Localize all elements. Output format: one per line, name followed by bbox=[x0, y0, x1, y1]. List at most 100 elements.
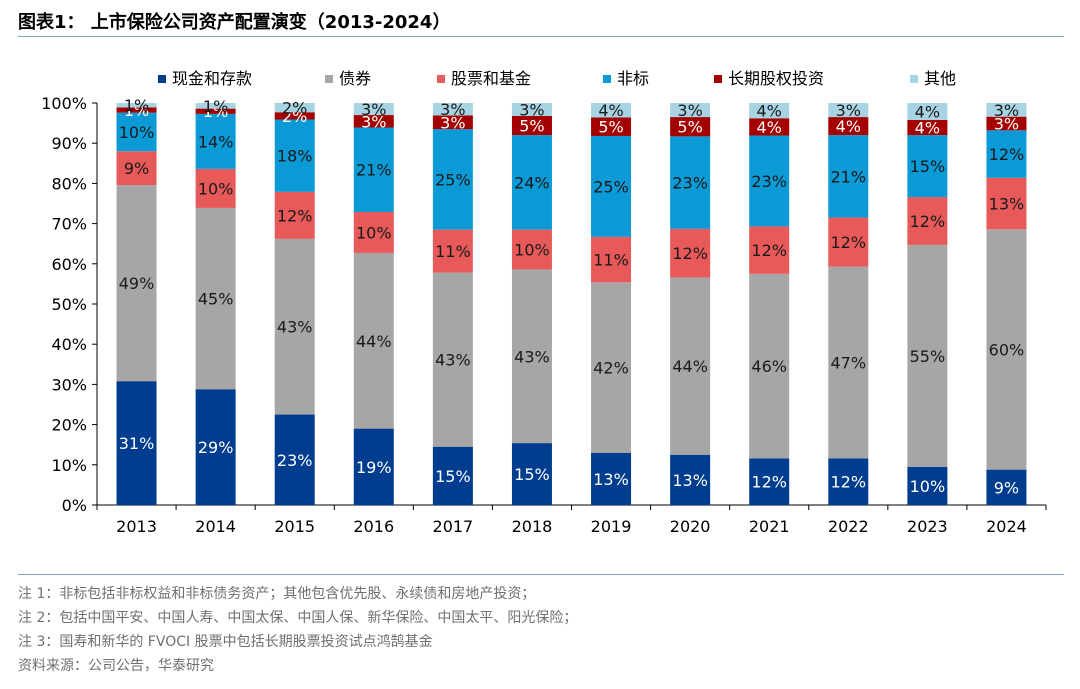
bar-segment-2014-1 bbox=[195, 207, 236, 390]
data-label-2015-2: 12% bbox=[277, 206, 313, 225]
y-tick-label-9: 90% bbox=[51, 134, 87, 153]
data-label-2016-0: 19% bbox=[356, 458, 392, 477]
bar-segment-2014-5 bbox=[195, 103, 236, 109]
bar-segment-2013-4 bbox=[116, 107, 157, 113]
bar-segment-2022-0 bbox=[828, 458, 869, 505]
data-label-2018-4: 5% bbox=[519, 117, 544, 136]
x-tick-label-2019: 2019 bbox=[591, 517, 632, 536]
data-label-2024-3: 12% bbox=[989, 145, 1025, 164]
x-tick-label-2017: 2017 bbox=[433, 517, 474, 536]
legend-label-3: 非标 bbox=[617, 69, 649, 88]
bar-segment-2013-2 bbox=[116, 151, 157, 186]
y-tick-label-8: 80% bbox=[51, 174, 87, 193]
data-label-2013-2: 9% bbox=[124, 159, 149, 178]
bar-segment-2019-1 bbox=[591, 282, 632, 453]
bar-segment-2018-1 bbox=[511, 269, 552, 444]
footnote-divider bbox=[18, 574, 1064, 575]
bar-segment-2014-3 bbox=[195, 113, 236, 169]
y-tick-label-3: 30% bbox=[51, 375, 87, 394]
x-tick-label-2024: 2024 bbox=[986, 517, 1027, 536]
bar-segment-2023-4 bbox=[907, 119, 948, 136]
x-tick-label-2014: 2014 bbox=[195, 517, 236, 536]
x-tick-label-2020: 2020 bbox=[670, 517, 711, 536]
data-label-2014-1: 45% bbox=[198, 290, 234, 309]
data-label-2020-0: 13% bbox=[672, 471, 708, 490]
bar-segment-2020-5 bbox=[670, 103, 711, 118]
title-divider bbox=[18, 36, 1064, 37]
data-label-2023-3: 15% bbox=[910, 157, 946, 176]
bar-segment-2013-5 bbox=[116, 103, 157, 108]
source-note: 资料来源：公司公告，华泰研究 bbox=[18, 658, 214, 674]
bar-segment-2013-0 bbox=[116, 381, 157, 505]
data-label-2024-0: 9% bbox=[994, 478, 1019, 497]
data-label-2020-5: 3% bbox=[677, 101, 702, 120]
bar-segment-2014-2 bbox=[195, 168, 236, 208]
data-label-2019-3: 25% bbox=[593, 177, 629, 196]
bar-segment-2016-4 bbox=[353, 115, 394, 128]
data-label-2023-2: 12% bbox=[910, 212, 946, 231]
bar-segment-2018-2 bbox=[511, 229, 552, 270]
x-tick-label-2018: 2018 bbox=[512, 517, 553, 536]
data-label-2022-3: 21% bbox=[831, 167, 867, 186]
data-label-2016-3: 21% bbox=[356, 161, 392, 180]
data-label-2015-5: 2% bbox=[282, 99, 307, 118]
footnote-2: 注 2：包括中国平安、中国人寿、中国太保、中国人保、新华保险、中国太平、阳光保险… bbox=[18, 610, 578, 626]
bar-segment-2017-0 bbox=[432, 446, 473, 505]
bar-segment-2023-1 bbox=[907, 244, 948, 467]
data-label-2024-2: 13% bbox=[989, 195, 1025, 214]
data-label-2014-2: 10% bbox=[198, 179, 234, 198]
bar-segment-2020-4 bbox=[670, 117, 711, 137]
data-label-2014-3: 14% bbox=[198, 132, 234, 151]
y-tick-label-2: 20% bbox=[51, 416, 87, 435]
data-label-2019-0: 13% bbox=[593, 470, 629, 489]
data-label-2020-2: 12% bbox=[672, 244, 708, 263]
data-label-2022-2: 12% bbox=[831, 233, 867, 252]
bar-segment-2014-0 bbox=[195, 389, 236, 505]
data-label-2021-5: 4% bbox=[757, 102, 782, 121]
bar-segment-2021-1 bbox=[749, 273, 790, 459]
data-label-2016-2: 10% bbox=[356, 223, 392, 242]
bar-segment-2020-2 bbox=[670, 228, 711, 278]
bar-segment-2023-5 bbox=[907, 103, 948, 120]
data-label-2020-3: 23% bbox=[672, 174, 708, 193]
bar-segment-2015-4 bbox=[274, 112, 315, 120]
bar-segment-2019-5 bbox=[591, 103, 632, 118]
y-tick-label-7: 70% bbox=[51, 215, 87, 234]
bar-segment-2021-0 bbox=[749, 458, 790, 505]
legend-swatch-3 bbox=[603, 75, 611, 83]
bar-segment-2018-5 bbox=[511, 103, 552, 116]
bar-segment-2018-3 bbox=[511, 135, 552, 230]
bar-segment-2015-3 bbox=[274, 119, 315, 192]
x-tick-label-2015: 2015 bbox=[274, 517, 315, 536]
x-tick-label-2021: 2021 bbox=[749, 517, 790, 536]
data-label-2015-3: 18% bbox=[277, 147, 313, 166]
data-label-2017-3: 25% bbox=[435, 170, 471, 189]
bar-segment-2014-4 bbox=[195, 108, 236, 114]
data-label-2024-4: 3% bbox=[994, 115, 1019, 134]
y-tick-label-5: 50% bbox=[51, 295, 87, 314]
data-label-2021-2: 12% bbox=[751, 241, 787, 260]
footnotes: 注 1：非标包括非标权益和非标债务资产；其他包含优先股、永续债和房地产投资； 注… bbox=[18, 582, 577, 678]
x-tick-label-2023: 2023 bbox=[907, 517, 948, 536]
bar-segment-2024-4 bbox=[986, 116, 1027, 131]
bar-segment-2020-3 bbox=[670, 136, 711, 229]
bar-segment-2019-0 bbox=[591, 452, 632, 505]
data-label-2024-5: 3% bbox=[994, 101, 1019, 120]
data-label-2019-1: 42% bbox=[593, 359, 629, 378]
bar-segment-2015-5 bbox=[274, 103, 315, 113]
data-label-2016-5: 3% bbox=[361, 100, 386, 119]
data-label-2018-5: 3% bbox=[519, 100, 544, 119]
legend-swatch-4 bbox=[714, 75, 722, 83]
legend-label-1: 债券 bbox=[339, 69, 371, 88]
data-label-2017-2: 11% bbox=[435, 242, 471, 261]
data-label-2016-1: 44% bbox=[356, 332, 392, 351]
chart-title: 图表1： 上市保险公司资产配置演变（2013-2024） bbox=[18, 12, 451, 33]
data-label-2021-1: 46% bbox=[751, 357, 787, 376]
bar-segment-2019-3 bbox=[591, 135, 632, 237]
bar-segment-2015-2 bbox=[274, 191, 315, 239]
bar-segment-2024-0 bbox=[986, 469, 1027, 505]
data-label-2022-0: 12% bbox=[831, 473, 867, 492]
bar-segment-2022-4 bbox=[828, 117, 869, 136]
data-label-2019-2: 11% bbox=[593, 251, 629, 270]
data-label-2020-4: 5% bbox=[677, 118, 702, 137]
